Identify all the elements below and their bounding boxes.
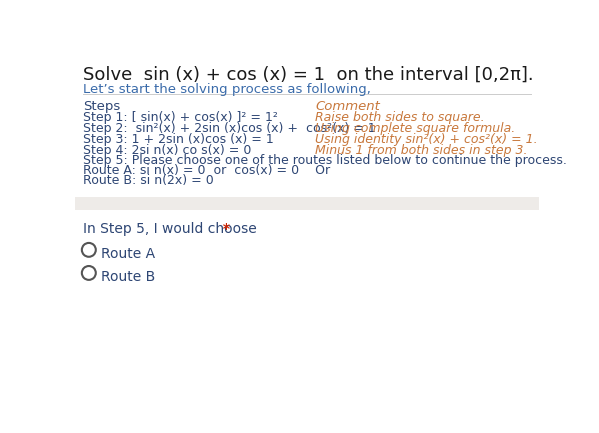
Text: In Step 5, I would choose: In Step 5, I would choose xyxy=(83,222,256,236)
Text: Raise both sides to square.: Raise both sides to square. xyxy=(315,111,485,124)
Text: *: * xyxy=(218,222,230,236)
Text: Using identity sin²(x) + cos²(x) = 1.: Using identity sin²(x) + cos²(x) = 1. xyxy=(315,133,538,146)
Text: Step 4: 2si n(x) co s(x) = 0: Step 4: 2si n(x) co s(x) = 0 xyxy=(83,144,251,157)
Text: Let’s start the solving process as following,: Let’s start the solving process as follo… xyxy=(83,83,371,96)
Text: Route B: si n(2x) = 0: Route B: si n(2x) = 0 xyxy=(83,174,213,187)
FancyBboxPatch shape xyxy=(75,197,539,210)
Text: Route A: Route A xyxy=(101,247,155,261)
Text: Steps: Steps xyxy=(83,100,120,113)
Text: Step 5: Please choose one of the routes listed below to continue the process.: Step 5: Please choose one of the routes … xyxy=(83,155,567,168)
Text: Step 1: [ sin(x) + cos(x) ]² = 1²: Step 1: [ sin(x) + cos(x) ]² = 1² xyxy=(83,111,277,124)
Text: Minus 1 from both sides in step 3.: Minus 1 from both sides in step 3. xyxy=(315,144,528,157)
Text: Route A: si n(x) = 0  or  cos(x) = 0    Or: Route A: si n(x) = 0 or cos(x) = 0 Or xyxy=(83,165,330,178)
Text: Step 2:  sin²(x) + 2sin (x)cos (x) +  cos²(x) = 1: Step 2: sin²(x) + 2sin (x)cos (x) + cos²… xyxy=(83,122,376,135)
Text: Step 3: 1 + 2sin (x)cos (x) = 1: Step 3: 1 + 2sin (x)cos (x) = 1 xyxy=(83,133,273,146)
Text: Solve  sin (x) + cos (x) = 1  on the interval [0,2π].: Solve sin (x) + cos (x) = 1 on the inter… xyxy=(83,66,533,84)
Text: Using complete square formula.: Using complete square formula. xyxy=(315,122,515,135)
Text: Comment: Comment xyxy=(315,100,380,113)
Text: Route B: Route B xyxy=(101,270,156,284)
